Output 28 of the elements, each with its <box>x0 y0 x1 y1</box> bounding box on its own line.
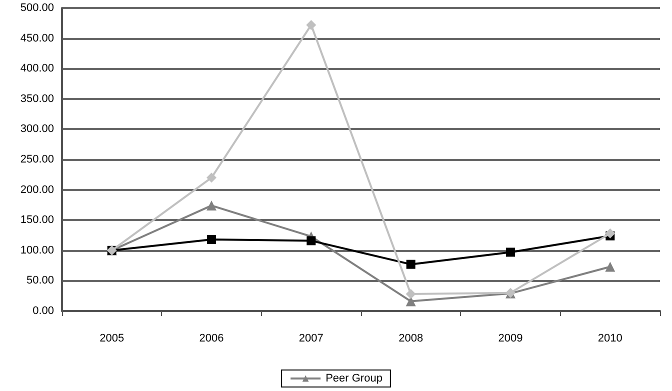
point <box>406 260 416 269</box>
x-tick-label: 2008 <box>398 332 424 344</box>
legend-label: Peer Group <box>326 372 382 384</box>
x-tick-label: 2010 <box>598 332 622 344</box>
y-tick-label: 400.00 <box>20 62 54 75</box>
x-tick-label: 2007 <box>298 332 324 344</box>
x-tick-label: 2006 <box>199 332 224 344</box>
point <box>306 20 316 30</box>
point <box>605 228 616 238</box>
x-tick-label: 2009 <box>498 332 523 344</box>
point <box>207 234 216 244</box>
point <box>506 248 515 257</box>
y-tick-label: 200.00 <box>20 184 54 196</box>
y-tick-label: 150.00 <box>20 214 54 226</box>
y-tick-label: 100.00 <box>20 244 54 256</box>
point <box>605 262 616 272</box>
point <box>306 236 316 246</box>
point <box>206 200 216 211</box>
y-tick-label: 0.00 <box>32 305 54 317</box>
y-tick-label: 50.00 <box>26 274 54 287</box>
y-tick-label: 350.00 <box>20 92 54 105</box>
y-tick-label: 500.00 <box>20 2 54 14</box>
y-tick-label: 250.00 <box>20 154 54 166</box>
y-tick-label: 300.00 <box>20 123 54 136</box>
x-tick-label: 2005 <box>100 332 124 344</box>
point <box>206 172 216 183</box>
y-tick-label: 450.00 <box>20 32 54 44</box>
point <box>406 289 416 300</box>
